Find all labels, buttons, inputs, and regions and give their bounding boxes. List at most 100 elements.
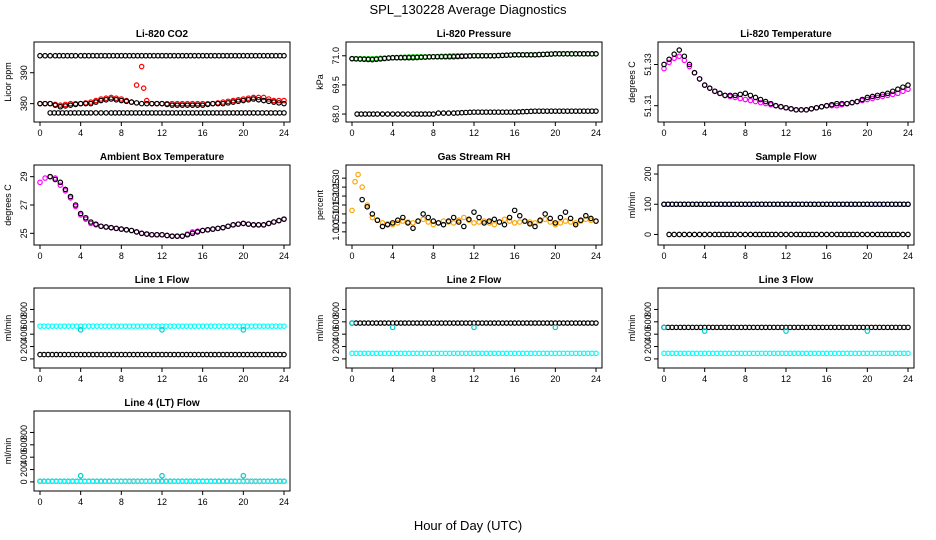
x-tick-label: 12 <box>781 251 791 261</box>
data-point <box>118 97 125 104</box>
plot-frame <box>345 164 603 246</box>
data-point <box>189 230 196 237</box>
x-tick-label: 24 <box>279 251 289 261</box>
data-point <box>52 102 59 108</box>
data-point <box>732 231 738 238</box>
y-tick-label: 600 <box>643 314 653 329</box>
data-point <box>859 231 866 238</box>
data-point <box>869 93 876 100</box>
data-point <box>250 96 257 102</box>
data-point <box>67 102 74 108</box>
data-point <box>133 229 140 235</box>
data-point <box>516 219 523 225</box>
data-point <box>588 217 594 224</box>
data-point <box>184 102 191 108</box>
data-point <box>905 324 911 331</box>
data-point <box>839 100 845 107</box>
data-point <box>557 220 564 226</box>
data-point <box>757 96 764 103</box>
data-point <box>696 231 703 238</box>
data-point <box>884 90 891 97</box>
data-point <box>798 107 805 113</box>
data-point <box>57 103 64 110</box>
data-point <box>93 99 99 105</box>
y-axis-label: percent <box>315 189 325 220</box>
data-point <box>194 102 201 108</box>
data-point <box>220 100 226 107</box>
data-point <box>516 212 523 219</box>
data-point <box>255 94 262 101</box>
data-point <box>379 111 386 117</box>
x-tick-label: 12 <box>157 251 167 261</box>
data-point <box>389 111 396 117</box>
data-point <box>486 220 493 226</box>
data-point <box>128 99 135 105</box>
data-point <box>260 94 267 101</box>
x-tick-label: 4 <box>78 374 83 384</box>
data-point <box>501 216 508 223</box>
data-point <box>276 110 283 116</box>
series-temperature-black- <box>661 47 911 113</box>
data-point <box>364 202 371 208</box>
data-point <box>154 231 160 238</box>
panel-title: Li-820 Temperature <box>740 29 832 40</box>
data-point <box>696 76 703 82</box>
chart-panel-4: Gas Stream RH 0 4 8 12 16 20 24 1.001.051.101.15… <box>315 152 603 261</box>
data-point <box>276 217 282 224</box>
data-point <box>767 100 774 107</box>
data-point <box>788 105 794 112</box>
data-point <box>752 94 759 101</box>
data-point <box>900 84 906 90</box>
y-tick-label: 800 <box>643 302 653 317</box>
data-point <box>113 225 120 232</box>
data-point <box>113 96 120 103</box>
data-point <box>552 221 559 228</box>
data-point <box>77 327 84 333</box>
data-point <box>169 233 175 239</box>
data-point <box>77 210 84 217</box>
data-point <box>879 91 886 98</box>
data-point <box>98 110 104 116</box>
x-tick-label: 12 <box>781 374 791 384</box>
data-point <box>742 96 749 103</box>
data-point <box>47 173 53 180</box>
y-axis-label: Licor ppm <box>3 62 13 102</box>
data-point <box>352 178 358 185</box>
data-point <box>686 61 693 68</box>
data-point <box>491 221 498 228</box>
data-point <box>123 98 130 105</box>
series-line-2-black- <box>349 320 599 326</box>
data-point <box>435 220 442 226</box>
data-point <box>481 220 487 226</box>
x-tick-label: 8 <box>743 128 748 138</box>
series-line-4-cyan- <box>37 478 287 485</box>
y-tick-label: 0 <box>643 356 653 361</box>
x-tick-label: 24 <box>903 251 913 261</box>
series-line-1-dips <box>77 327 247 333</box>
data-point <box>773 231 779 238</box>
data-point <box>98 223 104 230</box>
data-point <box>240 472 247 479</box>
data-point <box>859 96 866 103</box>
data-point <box>537 217 543 224</box>
data-point <box>834 100 840 107</box>
data-point <box>82 214 89 221</box>
data-point <box>854 231 860 238</box>
data-point <box>742 90 749 97</box>
data-point <box>364 203 371 210</box>
data-point <box>405 220 411 226</box>
data-point <box>532 220 538 226</box>
data-point <box>88 110 94 116</box>
series-ambient-magenta- <box>37 173 287 239</box>
x-tick-label: 8 <box>119 251 124 261</box>
data-point <box>583 212 589 219</box>
data-point <box>349 207 355 214</box>
data-point <box>900 231 906 238</box>
y-tick-label: 1.15 <box>331 196 341 214</box>
x-tick-label: 4 <box>78 128 83 138</box>
data-point <box>671 51 677 57</box>
panel-title: Li-820 Pressure <box>437 29 512 40</box>
data-point <box>445 218 452 224</box>
